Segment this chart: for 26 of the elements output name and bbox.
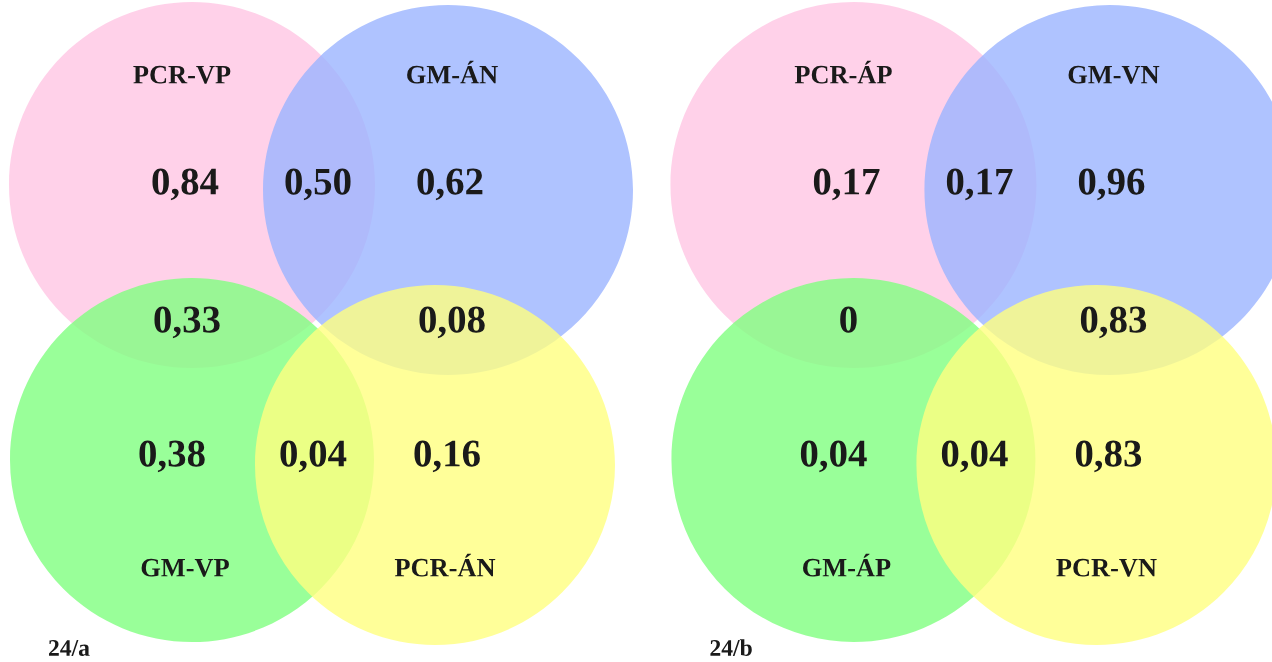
- data-label: 0,33: [154, 306, 220, 339]
- text: PCR-VP: [133, 65, 231, 84]
- data-label: 0,04: [800, 440, 867, 473]
- text: 24/b: [710, 639, 752, 656]
- text: PCR-ÁP: [794, 60, 892, 84]
- data-label: 0: [840, 306, 857, 333]
- text: GM-VP: [141, 558, 229, 577]
- data-label: 0,04: [941, 440, 1008, 473]
- text: 24/a: [48, 640, 90, 656]
- data-label: 0,17: [946, 168, 1013, 201]
- data-label: 0,96: [1078, 168, 1145, 201]
- data-label: 0,16: [414, 440, 480, 473]
- text: GM-VN: [1068, 65, 1160, 84]
- data-label: 0,08: [419, 306, 485, 339]
- data-label: 0,38: [139, 440, 205, 473]
- data-label: 0,04: [280, 440, 347, 473]
- data-label: 0,62: [417, 168, 483, 201]
- text: PCR-ÁN: [394, 553, 496, 577]
- data-label: 0,84: [152, 168, 219, 201]
- text: PCR-VN: [1056, 558, 1157, 577]
- text: GM-ÁN: [407, 60, 498, 84]
- data-label: 0,17: [813, 168, 880, 201]
- data-label: 0,50: [285, 168, 351, 201]
- data-label: 0,83: [1080, 306, 1147, 339]
- data-label: 0,83: [1075, 440, 1142, 473]
- text: GM-ÁP: [803, 553, 891, 577]
